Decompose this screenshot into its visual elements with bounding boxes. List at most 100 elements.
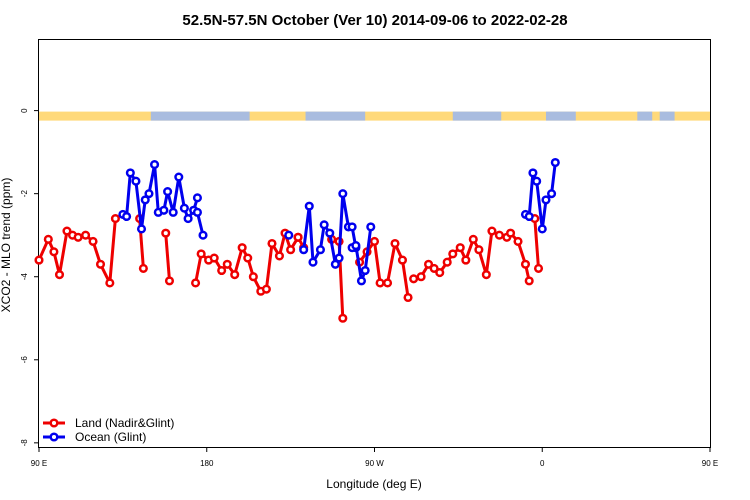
data-point <box>524 211 534 222</box>
x-tick-label: 0 <box>540 459 545 468</box>
y-tick-label: 0 <box>20 108 29 113</box>
data-point <box>159 205 169 215</box>
data-point <box>532 176 542 186</box>
data-point <box>222 259 232 269</box>
x-tick-label: 90 E <box>702 459 718 468</box>
data-point <box>435 268 445 278</box>
y-tick-label: -4 <box>20 273 29 281</box>
data-point <box>390 238 400 249</box>
data-point <box>338 189 348 199</box>
data-point <box>122 211 132 222</box>
data-point <box>455 243 465 253</box>
series-line <box>164 232 171 282</box>
data-point <box>330 259 340 269</box>
data-point <box>403 292 413 303</box>
data-point <box>191 278 201 288</box>
data-point <box>138 263 148 273</box>
data-point <box>140 195 150 205</box>
data-point <box>547 189 557 199</box>
data-point <box>429 263 439 273</box>
legend-label: Ocean (Glint) <box>75 430 146 444</box>
data-point <box>338 313 348 323</box>
chart-title: 52.5N-57.5N October (Ver 10) 2014-09-06 … <box>182 12 567 29</box>
data-point <box>88 236 98 246</box>
data-point <box>267 238 277 249</box>
series-ocean <box>118 157 560 286</box>
data-point <box>209 253 219 263</box>
y-tick-label: -2 <box>20 190 29 198</box>
data-point <box>125 168 135 178</box>
data-point <box>416 272 426 282</box>
data-point <box>217 265 227 276</box>
data-point <box>192 193 202 203</box>
data-point <box>360 265 370 276</box>
data-point <box>248 272 258 282</box>
data-point <box>34 255 44 265</box>
land-strip <box>39 111 710 121</box>
data-point <box>299 245 309 255</box>
data-point <box>284 230 294 240</box>
data-point <box>274 251 284 261</box>
data-point <box>237 243 247 253</box>
x-axis: 90 E 180 90 W 0 90 E <box>31 447 718 468</box>
data-point <box>192 207 202 217</box>
data-point <box>81 230 91 240</box>
data-point <box>481 270 491 280</box>
data-point <box>334 253 344 263</box>
x-tick-label: 90 E <box>31 459 47 468</box>
data-point <box>550 157 560 168</box>
data-point <box>161 228 171 238</box>
data-point <box>347 222 357 232</box>
data-point <box>474 245 484 255</box>
legend: Land (Nadir&Glint)Ocean (Glint) <box>43 416 174 444</box>
data-point <box>62 226 72 236</box>
data-point <box>524 276 534 286</box>
data-point <box>461 255 471 265</box>
x-tick-label: 180 <box>200 459 214 468</box>
data-point <box>144 189 154 199</box>
data-point <box>366 222 376 232</box>
legend-marker <box>49 418 59 428</box>
data-point <box>54 270 65 280</box>
data-point <box>375 278 385 288</box>
data-point <box>319 220 329 230</box>
legend-label: Land (Nadir&Glint) <box>75 416 174 430</box>
land-mask-strip <box>39 111 710 121</box>
data-point <box>397 255 408 265</box>
data-point <box>43 234 53 244</box>
data-point <box>537 224 547 234</box>
data-point <box>356 276 367 286</box>
data-point <box>174 172 184 182</box>
data-point <box>513 236 523 246</box>
data-point <box>95 259 106 269</box>
data-point <box>308 257 318 267</box>
data-point <box>105 278 115 288</box>
data-point <box>533 263 544 273</box>
ocean-strip-segment <box>659 111 675 121</box>
data-point <box>528 168 538 178</box>
data-point <box>163 187 173 197</box>
data-point <box>315 245 325 255</box>
ocean-strip-segment <box>637 111 653 121</box>
data-point <box>243 253 253 263</box>
data-point <box>409 274 419 284</box>
data-point <box>73 232 83 242</box>
legend-marker <box>49 432 59 442</box>
data-point <box>183 214 193 224</box>
ocean-strip-segment <box>545 111 576 121</box>
data-point <box>487 226 497 236</box>
x-tick-label: 90 W <box>365 459 384 468</box>
data-point <box>369 236 380 246</box>
data-point <box>261 284 271 294</box>
data-point <box>198 230 208 240</box>
y-axis-label: XCO2 - MLO trend (ppm) <box>0 178 13 313</box>
data-point <box>293 232 303 242</box>
data-point <box>325 228 335 238</box>
data-point <box>150 160 160 170</box>
data-point <box>520 259 531 269</box>
y-tick-label: -8 <box>20 439 29 447</box>
data-point <box>541 195 551 205</box>
data-point <box>382 278 393 288</box>
data-point <box>351 241 361 251</box>
